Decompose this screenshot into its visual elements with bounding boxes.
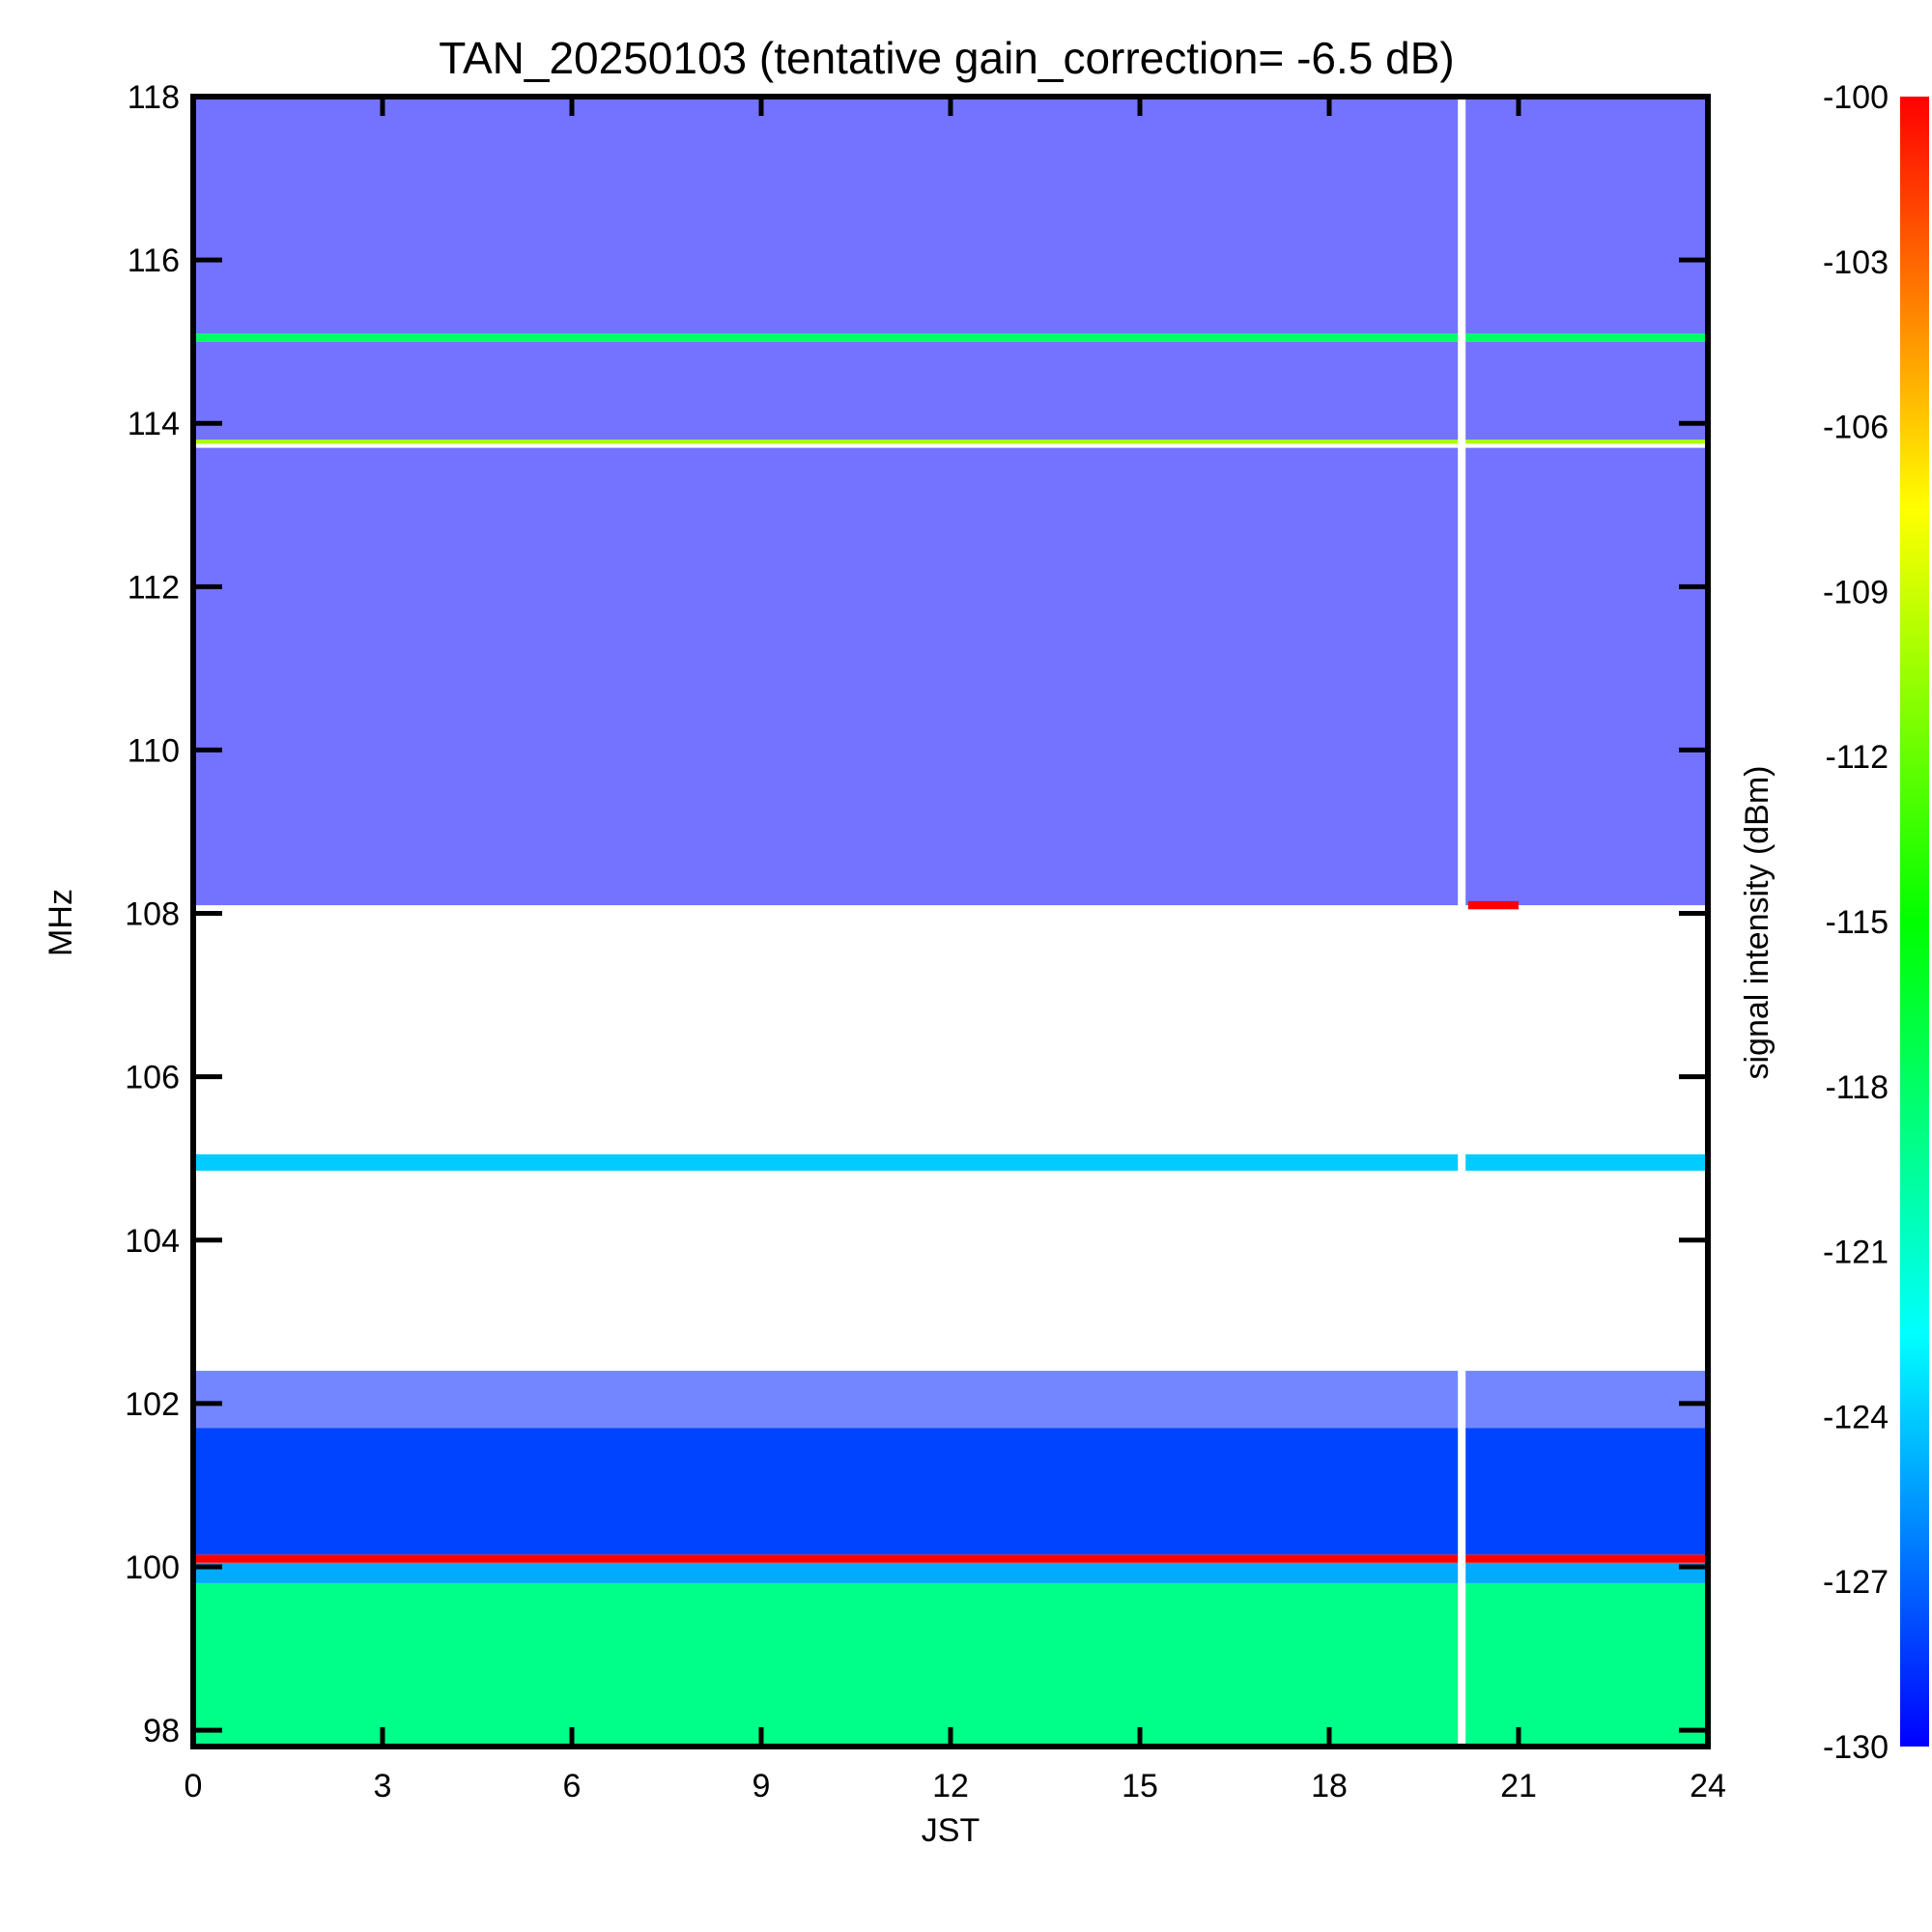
colorbar-tick-label: -103 [1823, 244, 1889, 281]
colorbar-tick-label: -112 [1825, 739, 1889, 776]
colorbar-tick-label: -127 [1823, 1564, 1889, 1601]
y-tick-label: 100 [125, 1549, 180, 1586]
y-tick-label: 104 [125, 1223, 180, 1260]
x-tick-label: 24 [1690, 1768, 1726, 1804]
heatmap-band [193, 1554, 1708, 1563]
colorbar-tick-label: -109 [1823, 574, 1889, 611]
y-tick-label: 98 [143, 1713, 180, 1749]
x-tick-label: 15 [1122, 1768, 1158, 1804]
x-tick-label: 0 [185, 1768, 203, 1804]
x-tick-label: 12 [932, 1768, 969, 1804]
data-gap [1458, 99, 1466, 1744]
y-tick-label: 102 [125, 1386, 180, 1423]
heatmap-band [193, 333, 1708, 342]
heatmap-band [193, 1582, 1708, 1747]
y-tick-label: 118 [128, 79, 180, 116]
y-tick-label: 112 [128, 569, 180, 606]
heatmap-band [193, 1562, 1708, 1583]
colorbar-tick-label: -118 [1825, 1069, 1889, 1106]
y-tick-label: 106 [125, 1060, 180, 1096]
y-tick-label: 116 [128, 242, 180, 279]
heatmap-band [193, 440, 1708, 444]
heatmap-band [193, 97, 1708, 334]
colorbar-tick-label: -106 [1823, 410, 1889, 446]
y-tick-label: 108 [125, 896, 180, 933]
y-tick-label: 114 [128, 406, 180, 442]
x-tick-label: 6 [563, 1768, 582, 1804]
x-axis-label: JST [922, 1812, 980, 1849]
heatmap-band [193, 341, 1708, 440]
colorbar-tick-label: -124 [1823, 1399, 1889, 1435]
colorbar-tick-label: -115 [1825, 904, 1889, 941]
y-axis: 98 100 102 104 106 108 110 112 114 116 118 [125, 79, 1708, 1749]
colorbar-ticks: -100 -103 -106 -109 -112 -115 -118 -121 -124 -127… [1823, 79, 1889, 1766]
y-tick-label: 110 [128, 732, 180, 769]
heatmap-band [193, 1428, 1708, 1555]
x-axis: 0 3 6 9 12 15 18 21 24 [185, 97, 1726, 1804]
x-tick-label: 3 [374, 1768, 392, 1804]
heatmap-band [193, 447, 1708, 906]
colorbar-tick-label: -130 [1823, 1729, 1889, 1766]
colorbar [1900, 97, 1929, 1747]
colorbar-tick-label: -100 [1823, 79, 1889, 116]
chart-title: TAN_20250103 (tentative gain_correction=… [439, 33, 1454, 83]
colorbar-label: signal intensity (dBm) [1739, 765, 1776, 1079]
x-tick-label: 21 [1500, 1768, 1537, 1804]
x-tick-label: 9 [753, 1768, 771, 1804]
heatmap-band [193, 1153, 1708, 1171]
y-axis-label: MHz [43, 889, 79, 956]
heatmap-band [193, 1371, 1708, 1429]
x-tick-label: 18 [1311, 1768, 1348, 1804]
heatmap-area [193, 97, 1708, 1747]
heatmap-band [1467, 900, 1519, 910]
colorbar-tick-label: -121 [1823, 1235, 1889, 1271]
